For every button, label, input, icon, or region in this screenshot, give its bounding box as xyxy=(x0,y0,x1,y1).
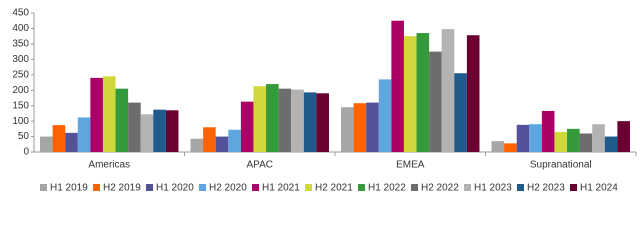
y-tick-label: 250 xyxy=(12,69,29,80)
bar xyxy=(554,131,568,152)
bar xyxy=(378,79,392,152)
bar xyxy=(504,143,517,152)
bar xyxy=(77,117,91,152)
bar xyxy=(278,88,292,152)
bar xyxy=(353,103,367,152)
bar xyxy=(529,124,542,152)
x-tick-label: EMEA xyxy=(396,160,425,171)
bar xyxy=(454,73,467,152)
legend-swatch xyxy=(146,184,153,191)
legend-swatch xyxy=(93,184,100,191)
y-tick-label: 300 xyxy=(12,54,29,65)
bar xyxy=(579,133,593,152)
bar xyxy=(115,88,129,152)
legend-swatch xyxy=(305,184,312,191)
legend-swatch xyxy=(570,184,577,191)
legend-label: H1 2023 xyxy=(474,183,512,194)
bar xyxy=(190,138,204,152)
x-tick-label: Supranational xyxy=(530,160,592,171)
legend-swatch xyxy=(411,184,418,191)
legend-label: H2 2021 xyxy=(315,183,353,194)
bar xyxy=(102,76,116,152)
bar xyxy=(567,128,580,152)
y-tick-label: 0 xyxy=(23,147,29,158)
bar xyxy=(541,110,555,152)
bar xyxy=(253,86,267,152)
legend-label: H1 2019 xyxy=(50,183,88,194)
legend-label: H1 2022 xyxy=(368,183,406,194)
y-tick-label: 450 xyxy=(12,8,29,19)
chart: 0 50 100 150 200 250 300 350 400 450 Americas APAC E… xyxy=(12,8,637,194)
bar xyxy=(617,121,630,152)
legend-label: H2 2022 xyxy=(421,183,459,194)
legend-label: H1 2020 xyxy=(156,183,194,194)
legend-label: H2 2023 xyxy=(527,183,565,194)
bar xyxy=(153,109,166,152)
legend-swatch xyxy=(464,184,471,191)
legend-swatch xyxy=(252,184,259,191)
legend-label: H2 2019 xyxy=(103,183,141,194)
bar xyxy=(240,101,254,152)
y-tick-label: 350 xyxy=(12,39,29,50)
x-tick-label: APAC xyxy=(247,160,274,171)
bar xyxy=(291,89,304,152)
bar xyxy=(516,124,530,152)
bar xyxy=(65,132,78,152)
bar xyxy=(403,36,417,152)
y-tick-label: 50 xyxy=(18,131,30,142)
bar xyxy=(128,102,141,152)
y-tick-label: 150 xyxy=(12,100,29,111)
bar xyxy=(466,35,480,152)
bar xyxy=(90,77,103,152)
bar xyxy=(40,136,53,152)
bar xyxy=(140,114,154,152)
bar xyxy=(592,124,605,152)
bar xyxy=(366,102,379,152)
y-tick-label: 400 xyxy=(12,23,29,34)
bar xyxy=(303,92,317,152)
legend-swatch xyxy=(40,184,47,191)
bar xyxy=(215,136,229,152)
legend-swatch xyxy=(199,184,206,191)
bar xyxy=(266,84,279,152)
y-tick-label: 100 xyxy=(12,116,29,127)
bar xyxy=(391,20,404,152)
bar xyxy=(228,129,241,152)
legend-swatch xyxy=(358,184,365,191)
legend-label: H2 2020 xyxy=(209,183,247,194)
bar xyxy=(491,141,505,152)
bar xyxy=(604,136,618,152)
legend-label: H1 2024 xyxy=(580,183,618,194)
bar xyxy=(165,110,179,152)
bar xyxy=(52,125,66,152)
bar xyxy=(416,33,430,153)
bar xyxy=(341,107,354,152)
legend-label: H1 2021 xyxy=(262,183,300,194)
legend-swatch xyxy=(517,184,524,191)
x-tick-label: Americas xyxy=(88,160,130,171)
y-tick-label: 200 xyxy=(12,85,29,96)
bar xyxy=(316,93,329,152)
bar xyxy=(203,127,216,152)
bar xyxy=(429,51,442,152)
bar xyxy=(441,29,455,152)
